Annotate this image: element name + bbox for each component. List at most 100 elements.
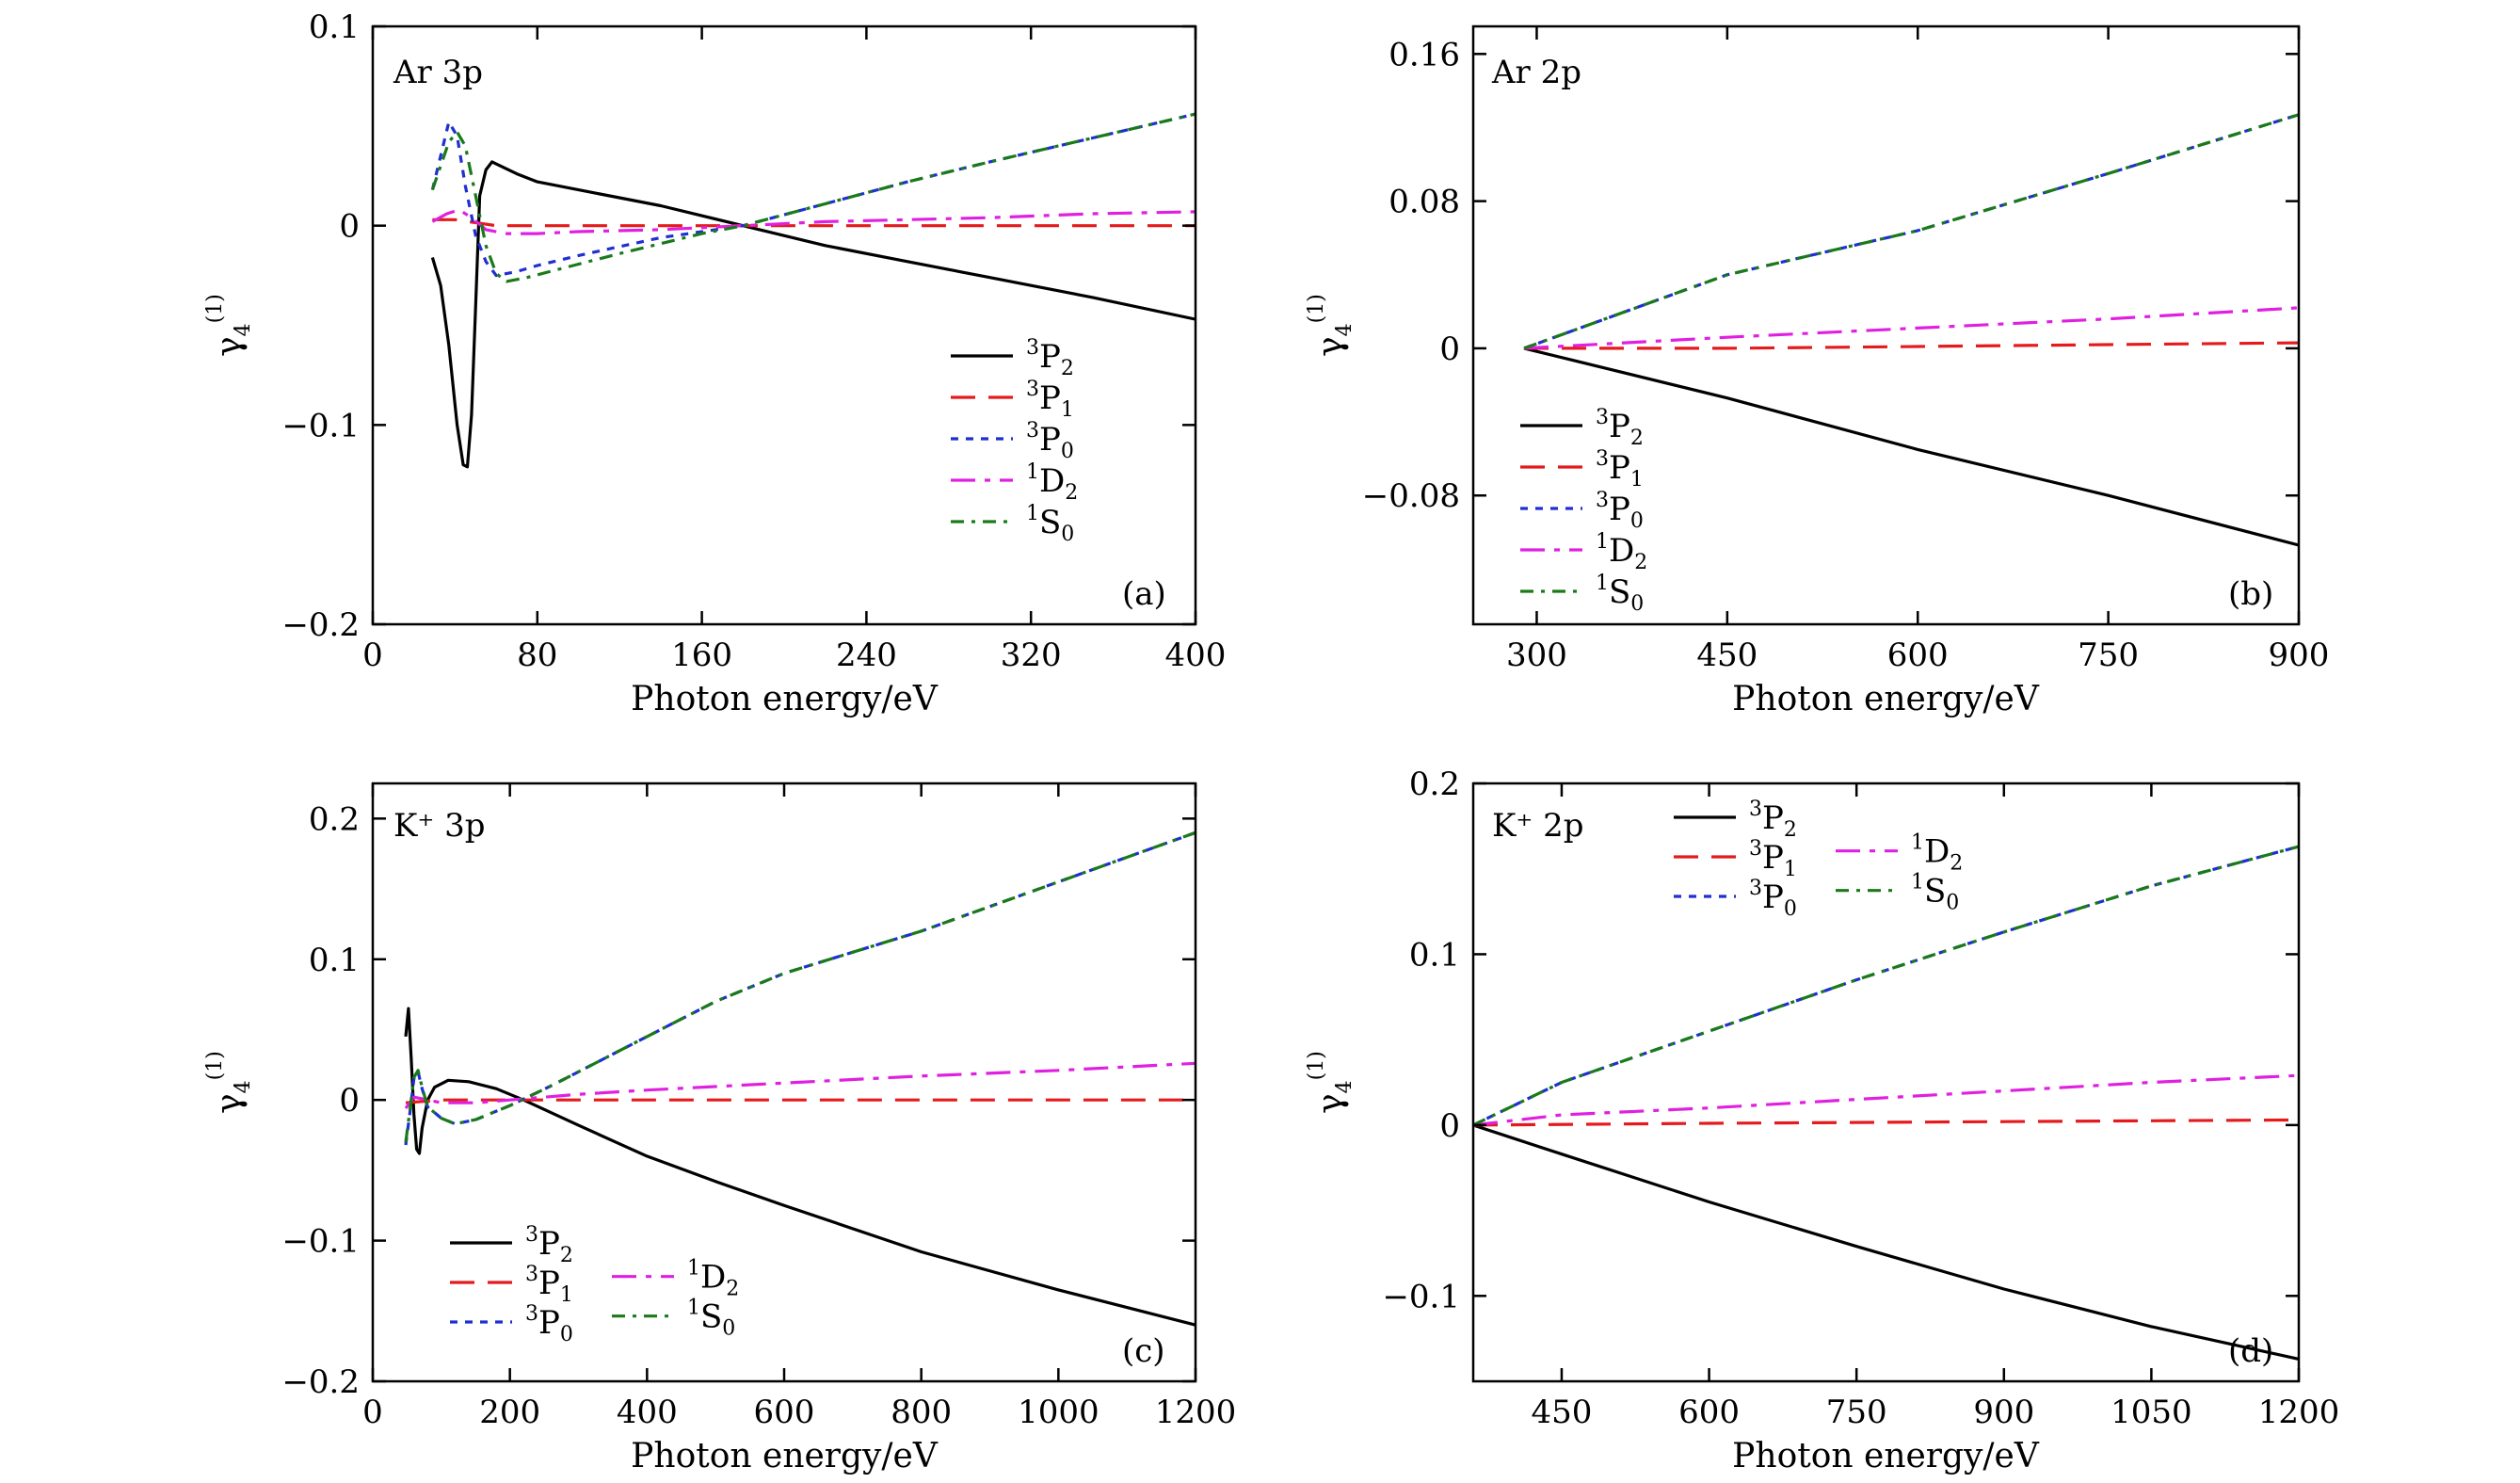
y-tick-label: 0.1: [309, 942, 360, 979]
panel-c: 0 200 400 600 800 1000 1200 −0.2 −0.1 0 0.1 0.2 Phot…: [203, 782, 1236, 1475]
series-line-3P0: [1523, 113, 2299, 350]
legend-label-3P2: 3P2: [525, 1223, 573, 1267]
series-line-3P0: [430, 112, 1196, 278]
legend-label-3P0: 3P0: [525, 1302, 573, 1346]
legend-label-1D2: 1D2: [687, 1257, 739, 1301]
series-line-3P0: [1473, 845, 2299, 1127]
panel-b: 300 450 600 750 900 −0.08 0 0.08 0.16 Photon ener…: [1305, 24, 2329, 718]
y-axis-title: γ4(1): [203, 294, 255, 357]
legend-label-1D2: 1D2: [1911, 831, 1963, 876]
x-tick-label: 800: [891, 1394, 952, 1431]
x-tick-label: 1000: [1018, 1394, 1099, 1431]
series-line-3P2: [404, 1007, 1196, 1327]
series-line-1D2: [1473, 1073, 2299, 1127]
y-tick-label: 0.1: [309, 8, 360, 46]
y-tick-label: 0.16: [1388, 36, 1460, 73]
panel-label: (a): [1122, 575, 1166, 613]
panel-tag: K⁺ 2p: [1492, 807, 1584, 845]
series-line-1S0: [404, 830, 1196, 1143]
x-tick-label: 320: [1001, 637, 1062, 674]
panel-d: 450 600 750 900 1050 1200 −0.1 0 0.1 0.2 Photon en…: [1305, 766, 2339, 1475]
legend-label-1S0: 1S0: [1596, 572, 1644, 616]
legend-label-3P1: 3P1: [1026, 378, 1074, 422]
series-line-3P1: [1524, 341, 2299, 350]
series-line-3P0: [404, 830, 1196, 1146]
plot-frame: [371, 24, 1197, 626]
y-tick-label: 0: [1439, 330, 1460, 368]
series-line-1S0: [1523, 113, 2299, 350]
x-axis-title: Photon energy/eV: [1732, 1437, 2040, 1475]
x-tick-label: 0: [362, 1394, 383, 1431]
y-tick-label: 0: [339, 1082, 360, 1120]
x-tick-label: 160: [671, 637, 732, 674]
x-tick-label: 450: [1696, 637, 1758, 674]
y-axis-title: γ4(1): [1305, 1051, 1356, 1114]
x-axis-title: Photon energy/eV: [631, 1437, 939, 1475]
plot-frame: [1471, 782, 2301, 1383]
y-tick-label: 0: [1439, 1107, 1460, 1145]
y-tick-label: 0: [339, 208, 360, 246]
x-tick-label: 80: [517, 637, 557, 674]
y-tick-label: 0.2: [309, 800, 360, 838]
y-tick-label: −0.1: [1382, 1278, 1460, 1315]
x-tick-label: 240: [836, 637, 897, 674]
x-tick-label: 750: [2078, 637, 2139, 674]
y-tick-label: −0.2: [281, 1363, 360, 1401]
legend-label-3P2: 3P2: [1749, 798, 1797, 842]
x-tick-label: 1200: [2258, 1394, 2340, 1431]
series-line-3P2: [1473, 1123, 2299, 1361]
legend-label-3P1: 3P1: [1596, 447, 1644, 492]
series-line-1D2: [431, 208, 1196, 235]
panel-label: (c): [1122, 1332, 1165, 1370]
legend-label-3P1: 3P1: [525, 1263, 573, 1307]
panel-a: 0 80 160 240 320 400 −0.2 −0.1 0 0.1 Photon energy…: [203, 8, 1226, 718]
panel-label: (b): [2228, 575, 2273, 613]
legend-label-1S0: 1S0: [1026, 502, 1074, 546]
y-tick-label: −0.2: [281, 606, 360, 644]
y-tick-label: −0.1: [281, 407, 360, 444]
x-tick-label: 600: [1887, 637, 1949, 674]
legend-label-3P0: 3P0: [1596, 489, 1644, 533]
series-line-3P1: [432, 218, 1196, 228]
x-tick-label: 900: [1973, 1394, 2034, 1431]
y-axis-title: γ4(1): [203, 1051, 255, 1114]
legend-label-1S0: 1S0: [1911, 871, 1959, 915]
panel-label: (d): [2228, 1332, 2273, 1370]
legend-label-1D2: 1D2: [1596, 530, 1647, 574]
x-tick-label: 400: [617, 1394, 678, 1431]
series-line-1S0: [430, 112, 1196, 283]
legend-label-3P2: 3P2: [1026, 336, 1074, 380]
series-line-3P2: [430, 160, 1196, 469]
x-tick-label: 600: [1678, 1394, 1740, 1431]
y-tick-label: 0.1: [1409, 936, 1460, 974]
y-tick-label: 0.2: [1409, 766, 1460, 803]
series-line-3P1: [1473, 1118, 2299, 1127]
x-tick-label: 400: [1165, 637, 1227, 674]
legend-label-1D2: 1D2: [1026, 460, 1078, 505]
panel-tag: Ar 2p: [1491, 54, 1581, 91]
x-axis-title: Photon energy/eV: [631, 680, 939, 718]
plot-frame: [371, 782, 1197, 1383]
x-tick-label: 450: [1532, 1394, 1593, 1431]
x-tick-label: 750: [1826, 1394, 1887, 1431]
y-axis-title: γ4(1): [1305, 294, 1356, 357]
y-tick-label: −0.1: [281, 1223, 360, 1261]
series-line-1D2: [404, 1061, 1196, 1110]
legend-label-3P0: 3P0: [1749, 877, 1797, 921]
x-tick-label: 600: [754, 1394, 815, 1431]
series-group: [1523, 113, 2299, 547]
x-axis-title: Photon energy/eV: [1732, 680, 2040, 718]
x-tick-label: 1050: [2111, 1394, 2192, 1431]
series-line-3P1: [405, 1098, 1196, 1104]
series-line-1S0: [1473, 845, 2299, 1127]
y-tick-label: 0.08: [1388, 184, 1460, 221]
panel-tag: Ar 3p: [393, 54, 483, 91]
series-line-1D2: [1523, 306, 2299, 350]
series-group: [430, 112, 1196, 469]
legend-label-3P0: 3P0: [1026, 419, 1074, 463]
legend-label-3P2: 3P2: [1596, 406, 1644, 450]
